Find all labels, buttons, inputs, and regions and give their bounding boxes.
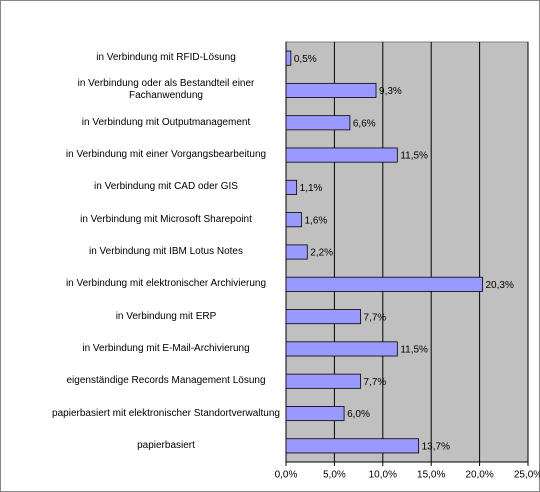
bar	[285, 212, 302, 228]
x-tick-label: 15,0%	[417, 470, 445, 481]
y-tick-label: in Verbindung mit einer Vorgangsbearbeit…	[65, 149, 267, 161]
y-tick-label: in Verbindung mit Microsoft Sharepoint	[80, 213, 252, 225]
value-label: 2,2%	[310, 248, 333, 259]
y-tick-label: in Verbindung mit ERP	[115, 310, 217, 322]
x-tick-label: 20,0%	[465, 470, 493, 481]
x-tick-label: 25,0%	[514, 470, 540, 481]
bar	[285, 82, 377, 98]
y-tick-label: eigenständige Records Management Lösung	[66, 375, 266, 387]
bar	[285, 406, 345, 422]
bar	[285, 179, 298, 195]
bar	[285, 147, 398, 163]
value-label: 11,5%	[400, 151, 428, 162]
y-tick-label: in Verbindung mit RFID-Lösung	[96, 52, 236, 64]
bar	[285, 244, 308, 260]
value-label: 9,3%	[379, 86, 402, 97]
y-tick-label: in Verbindung mit elektronischer Archivi…	[65, 278, 267, 290]
value-label: 11,5%	[400, 345, 428, 356]
y-tick-label: in Verbindung oder als Bestandteil einer…	[77, 78, 255, 102]
value-label: 1,1%	[300, 183, 323, 194]
bar	[285, 309, 361, 325]
x-tick-label: 5,0%	[323, 470, 346, 481]
y-tick-label: in Verbindung mit E-Mail-Archivierung	[82, 342, 250, 354]
y-tick-label: in Verbindung mit Outputmanagement	[81, 116, 251, 128]
bar	[285, 438, 420, 454]
bar	[285, 276, 483, 292]
y-tick-label: papierbasiert mit elektronischer Standor…	[52, 407, 280, 419]
value-label: 1,6%	[304, 215, 327, 226]
y-tick-label: papierbasiert	[137, 439, 195, 451]
value-label: 0,5%	[294, 54, 317, 65]
bar	[285, 373, 361, 389]
bar	[285, 341, 398, 357]
value-label: 20,3%	[486, 280, 514, 291]
x-tick-label: 10,0%	[369, 470, 397, 481]
value-label: 6,0%	[347, 409, 370, 420]
value-label: 6,6%	[353, 118, 376, 129]
value-label: 7,7%	[364, 312, 387, 323]
bar	[285, 50, 292, 66]
value-label: 7,7%	[364, 377, 387, 388]
plot-area	[285, 41, 529, 463]
y-tick-label: in Verbindung mit IBM Lotus Notes	[89, 246, 243, 257]
bar	[285, 115, 351, 131]
x-tick-label: 0,0%	[275, 470, 298, 481]
y-tick-label: in Verbindung mit CAD oder GIS	[94, 181, 238, 193]
value-label: 13,7%	[422, 441, 450, 452]
